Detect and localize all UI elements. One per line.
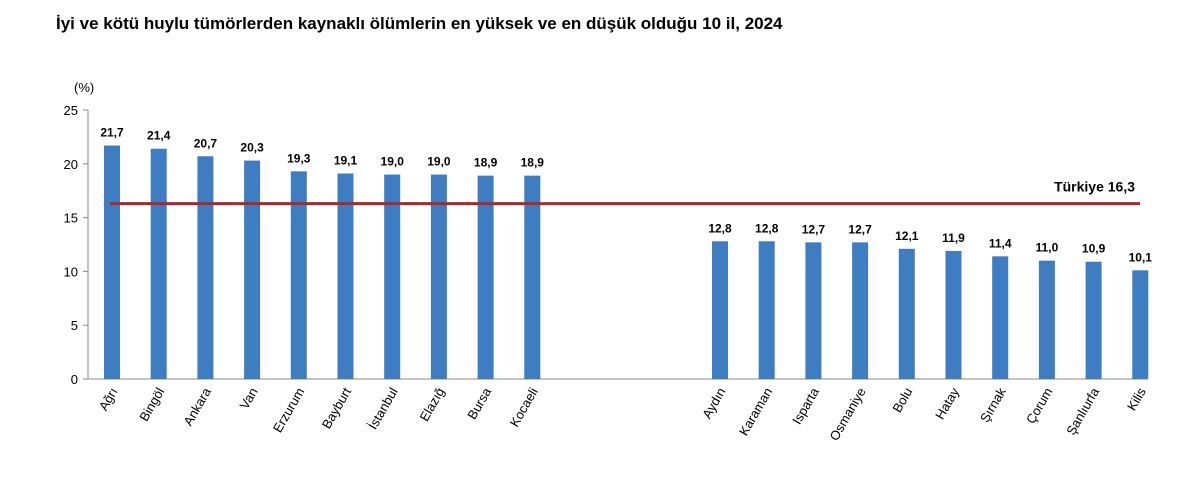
data-label: 19,0	[427, 155, 451, 169]
reference-line-group: Türkiye 16,3	[110, 179, 1140, 206]
bar	[430, 174, 447, 379]
y-tick-label: 5	[71, 318, 78, 333]
bar	[805, 242, 822, 379]
category-label: Van	[237, 385, 261, 412]
y-tick-label: 25	[64, 103, 78, 118]
bar	[1038, 260, 1055, 379]
data-label: 19,3	[287, 151, 311, 165]
category-label: Şırnak	[977, 385, 1009, 425]
y-tick-label: 0	[71, 372, 78, 387]
category-label: Osmaniye	[826, 385, 868, 443]
bar	[290, 171, 307, 379]
bar	[150, 148, 167, 379]
bar	[477, 175, 494, 379]
bar	[712, 241, 728, 379]
category-label: Hatay	[932, 385, 962, 422]
y-tick-label: 20	[64, 157, 78, 172]
bar	[197, 156, 214, 379]
data-label: 19,0	[381, 155, 405, 169]
data-label: 11,0	[1036, 241, 1059, 255]
category-label: Aydın	[699, 385, 728, 421]
y-tick-label: 15	[64, 211, 78, 226]
category-label: Bursa	[464, 384, 494, 422]
bar	[524, 175, 541, 379]
bar	[104, 145, 120, 379]
data-label: 12,8	[755, 221, 779, 235]
data-label: 12,7	[848, 222, 872, 236]
category-label: Ankara	[180, 384, 214, 428]
y-axis-label: (%)	[74, 80, 94, 95]
data-label: 20,7	[194, 136, 218, 150]
bar	[992, 256, 1009, 379]
data-label: 20,3	[240, 141, 264, 155]
data-label: 11,9	[942, 231, 965, 245]
category-labels: Ağrı Bingöl Ankara Van Erzurum Bayburt İstanbu…	[96, 384, 1149, 443]
category-label: Kilis	[1124, 385, 1149, 414]
y-tick-label: 10	[64, 264, 78, 279]
data-label: 19,1	[334, 153, 358, 167]
bar	[337, 173, 354, 379]
category-label: Bolu	[889, 385, 915, 415]
bar	[758, 241, 775, 379]
category-label: Elazığ	[416, 385, 447, 424]
bar	[244, 160, 261, 379]
category-label: Ağrı	[96, 385, 121, 413]
category-label: Şanlıurfa	[1063, 384, 1102, 437]
data-label: 10,9	[1082, 242, 1106, 256]
bar	[852, 242, 869, 379]
category-label: Isparta	[789, 384, 822, 427]
y-axis: 0 5 10 15 20 25	[64, 103, 1148, 387]
bar	[898, 248, 915, 379]
category-label: Kocaeli	[507, 385, 541, 430]
data-label: 21,7	[100, 126, 124, 140]
data-label: 12,7	[802, 222, 826, 236]
bar	[1085, 261, 1102, 379]
data-label: 18,9	[474, 156, 498, 170]
data-label: 10,1	[1129, 250, 1153, 264]
data-label: 12,1	[895, 229, 919, 243]
data-label: 12,8	[708, 221, 732, 235]
data-label: 18,9	[521, 156, 545, 170]
reference-line-label: Türkiye 16,3	[1054, 179, 1135, 195]
bar	[1132, 270, 1149, 379]
bar	[945, 250, 962, 379]
category-label: Bingöl	[136, 385, 167, 424]
data-label: 21,4	[147, 129, 171, 143]
bar	[384, 174, 401, 379]
category-label: Karaman	[736, 385, 775, 438]
category-label: Bayburt	[319, 385, 355, 432]
category-label: İstanbul	[365, 385, 401, 432]
chart-title: İyi ve kötü huylu tümörlerden kaynaklı ö…	[56, 14, 783, 33]
category-label: Çorum	[1023, 385, 1055, 426]
category-label: Erzurum	[270, 385, 308, 435]
data-label: 11,4	[989, 236, 1012, 250]
data-labels: 21,7 21,4 20,7 20,3 19,3 19,1 19,0 19,0 18,9 18,9…	[100, 126, 1152, 265]
bars	[104, 145, 1149, 379]
